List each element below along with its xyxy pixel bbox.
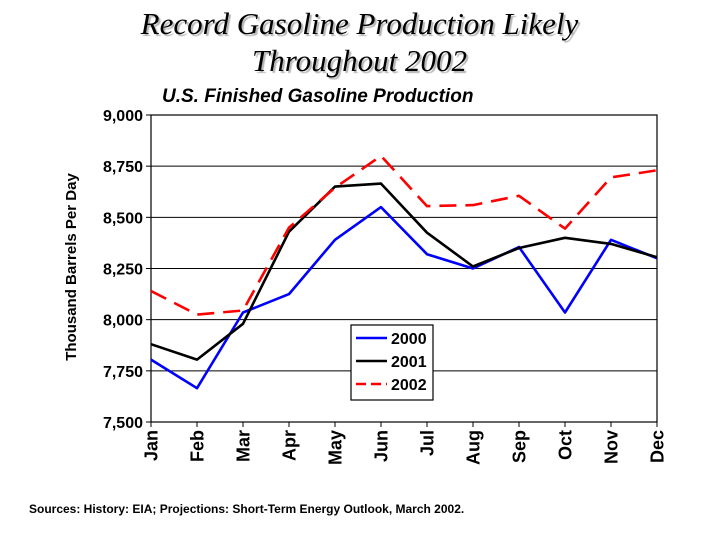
y-tick-label: 8,500: [103, 210, 143, 227]
series-line-2001: [150, 182, 658, 361]
sources-note: Sources: History: EIA; Projections: Shor…: [29, 502, 465, 516]
slide-title-line-1: Record Gasoline Production Likely: [140, 6, 579, 41]
x-tick-label: Apr: [280, 430, 300, 461]
series-line-2002: [150, 154, 658, 316]
x-tick-label: Feb: [188, 430, 208, 462]
series-lines: [150, 154, 658, 390]
x-tick-label: Dec: [648, 430, 668, 463]
x-tick-label: Jul: [418, 430, 438, 456]
legend-label-2001: 2001: [391, 354, 427, 371]
y-tick-label: 7,750: [103, 364, 143, 381]
gridlines: [151, 165, 657, 372]
y-axis-label: Thousand Barrels Per Day: [63, 173, 80, 361]
y-tick-label: 8,000: [103, 313, 143, 330]
legend-label-2002: 2002: [391, 377, 427, 394]
x-tick-label: Oct: [556, 430, 576, 460]
x-tick-label: May: [326, 430, 346, 465]
y-tick-label: 9,000: [103, 108, 143, 125]
chart-title: U.S. Finished Gasoline Production: [162, 86, 473, 107]
x-tick-label: Jun: [372, 430, 392, 462]
axis-ticks: [146, 114, 658, 427]
series-line-2000: [150, 205, 658, 390]
x-tick-label: Jan: [142, 430, 162, 461]
x-tick-label: Mar: [234, 430, 254, 462]
x-tick-labels: Jan Feb Mar Apr May Jun Jul Aug Sep Oct Nov Dec: [142, 430, 668, 465]
x-tick-label: Nov: [602, 430, 622, 464]
legend-label-2000: 2000: [391, 331, 427, 348]
y-tick-labels: 7,500 7,750 8,000 8,250 8,500 8,750 9,000: [103, 108, 143, 432]
legend: 2000 2001 2002: [350, 324, 434, 401]
x-tick-label: Sep: [510, 430, 530, 463]
y-tick-label: 8,750: [103, 159, 143, 176]
slide-title-line-2: Throughout 2002: [251, 43, 468, 78]
y-tick-label: 7,500: [103, 415, 143, 432]
y-tick-label: 8,250: [103, 262, 143, 279]
x-tick-label: Aug: [464, 430, 484, 465]
